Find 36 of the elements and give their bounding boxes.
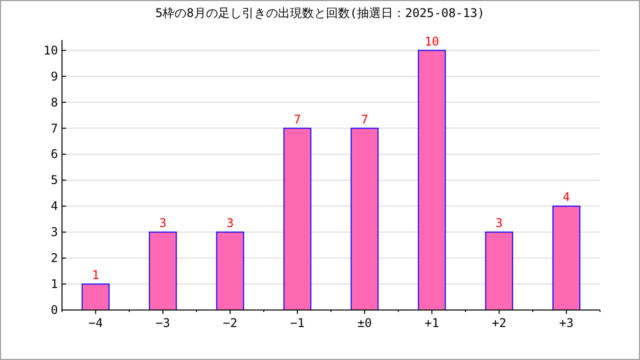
x-tick-label: −1 bbox=[290, 316, 305, 330]
y-tick-label: 10 bbox=[44, 43, 58, 58]
bar bbox=[485, 232, 514, 310]
data-label: 4 bbox=[562, 190, 570, 204]
x-tick-label: −2 bbox=[222, 316, 238, 330]
x-tick-label: −3 bbox=[156, 316, 170, 330]
y-tick-label: 4 bbox=[50, 199, 58, 214]
data-label: 1 bbox=[92, 268, 100, 282]
bar bbox=[216, 232, 244, 310]
x-tick-label: +2 bbox=[492, 316, 506, 330]
chart-title: 5枠の8月の足し引きの出現数と回数(抽選日：2025-08-13) bbox=[155, 6, 485, 20]
bar bbox=[148, 232, 177, 310]
data-label: 7 bbox=[294, 112, 301, 126]
bar bbox=[350, 128, 379, 310]
y-tick-label: 8 bbox=[50, 95, 58, 110]
bar bbox=[552, 206, 580, 310]
x-tick-label: +3 bbox=[559, 316, 574, 330]
data-label: 3 bbox=[496, 216, 503, 230]
bar bbox=[283, 128, 312, 310]
y-tick-label: 5 bbox=[50, 173, 58, 188]
x-tick-label: ±0 bbox=[357, 316, 372, 330]
y-tick-label: 1 bbox=[50, 277, 58, 292]
x-tick-label: +1 bbox=[424, 316, 440, 330]
y-tick-label: 9 bbox=[50, 69, 58, 84]
data-label: 3 bbox=[159, 216, 166, 230]
bar bbox=[418, 50, 446, 310]
bar bbox=[82, 284, 110, 310]
data-label: 10 bbox=[424, 34, 440, 48]
x-tick-label: −4 bbox=[88, 316, 103, 330]
y-tick-label: 0 bbox=[50, 303, 58, 317]
data-label: 3 bbox=[226, 216, 234, 230]
y-tick-label: 7 bbox=[50, 121, 58, 136]
y-tick-label: 3 bbox=[50, 225, 58, 240]
y-tick-label: 2 bbox=[50, 251, 58, 266]
y-tick-label: 6 bbox=[50, 147, 58, 162]
data-label: 7 bbox=[361, 112, 368, 126]
